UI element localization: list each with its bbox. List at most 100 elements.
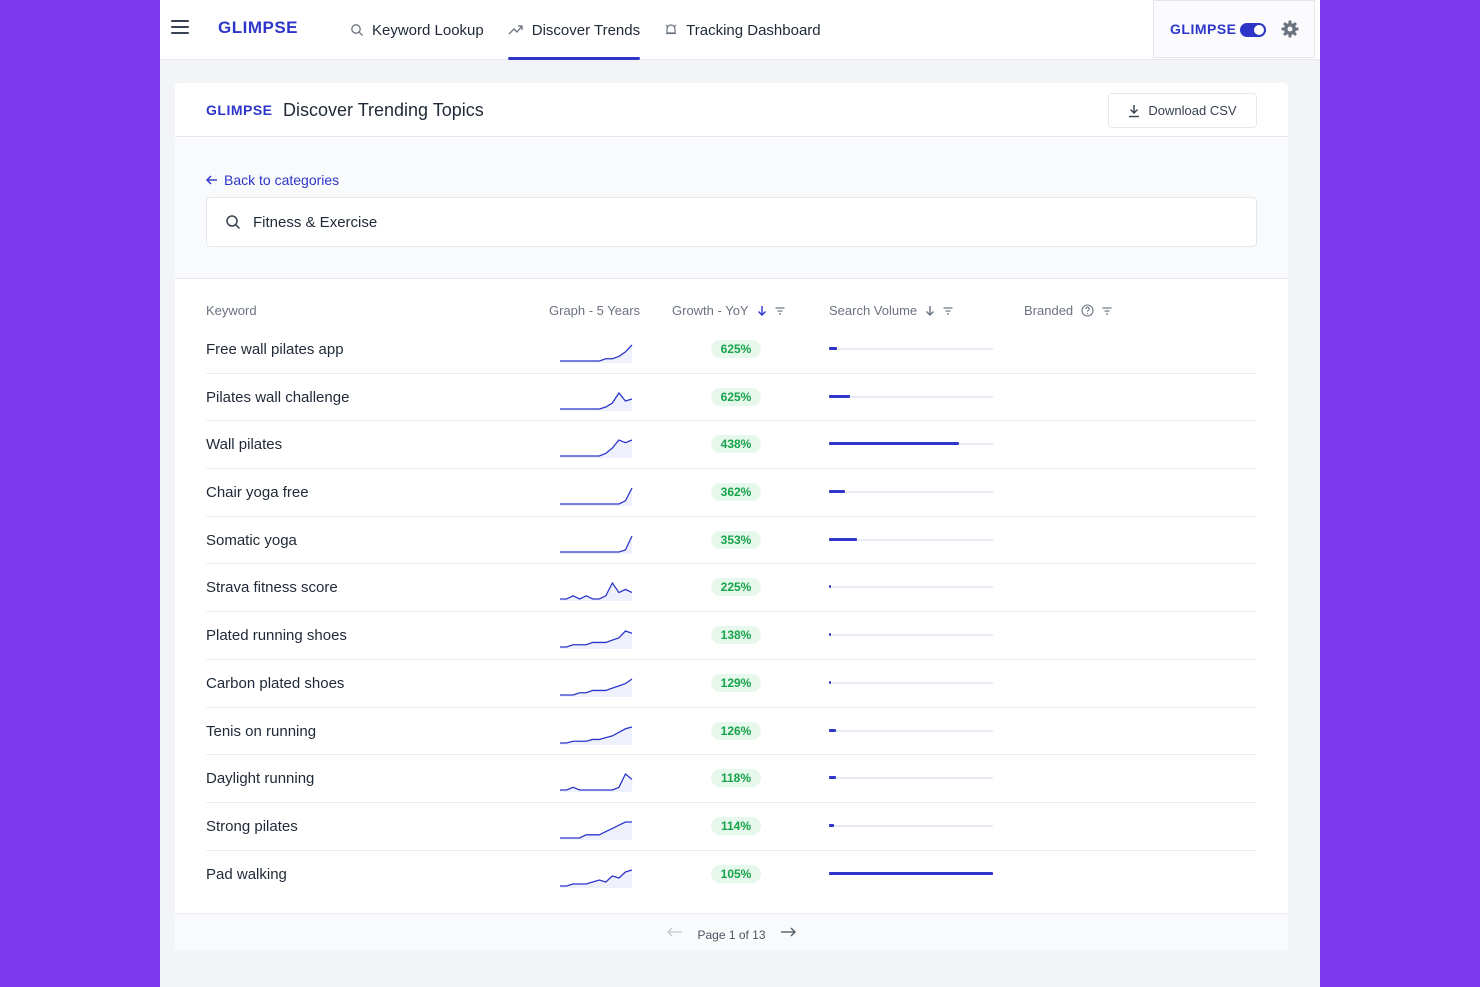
column-header-growth: Growth - YoY	[672, 303, 785, 318]
search-volume-bar-track	[829, 680, 993, 684]
nav-tracking-dashboard-label: Tracking Dashboard	[686, 21, 821, 39]
search-volume-bar-fill	[829, 728, 836, 732]
search-volume-bar-track	[829, 633, 993, 637]
pagination: Page 1 of 13	[175, 913, 1288, 950]
page-title: Discover Trending Topics	[283, 100, 484, 120]
search-volume-bar-fill	[829, 680, 831, 684]
trend-area	[560, 583, 632, 602]
top-navigation-bar: GLIMPSE Keyword Lookup Discover Trends T…	[160, 0, 1320, 60]
category-search-box	[206, 197, 1257, 247]
keyword-cell: Pad walking	[206, 865, 287, 883]
growth-badge: 129%	[711, 673, 761, 692]
brand-toggle-switch[interactable]	[1240, 23, 1266, 37]
trend-line	[560, 630, 633, 648]
growth-badge: 225%	[711, 578, 761, 597]
table-row[interactable]: Pad walking 105%	[206, 851, 1257, 899]
gear-icon[interactable]	[1280, 19, 1300, 44]
nav-keyword-lookup-label: Keyword Lookup	[372, 21, 484, 39]
trend-area	[560, 440, 632, 459]
trend-line	[560, 391, 633, 410]
search-volume-bar-fill	[829, 347, 837, 350]
back-to-categories-label: Back to categories	[224, 172, 340, 188]
filter-icon[interactable]	[943, 306, 953, 315]
trend-sparkline	[560, 344, 633, 363]
growth-badge: 138%	[711, 626, 761, 645]
sort-arrow-down-icon[interactable]	[757, 305, 767, 317]
next-page-arrow-icon[interactable]	[780, 927, 796, 937]
trend-area	[560, 392, 632, 411]
search-volume-bar-fill	[829, 871, 993, 875]
column-header-volume-label: Search Volume	[829, 303, 918, 318]
filter-icon[interactable]	[775, 306, 785, 315]
table-row[interactable]: Daylight running 118%	[206, 755, 1257, 803]
search-volume-bar-track	[829, 728, 993, 732]
trend-sparkline	[560, 391, 633, 411]
trend-sparkline	[560, 725, 633, 745]
trend-sparkline	[560, 487, 633, 507]
nav-keyword-lookup[interactable]: Keyword Lookup	[350, 0, 484, 60]
back-to-categories-link[interactable]: Back to categories	[206, 172, 339, 188]
trend-line	[560, 535, 633, 553]
keyword-cell: Strava fitness score	[206, 579, 338, 597]
search-volume-bar-fill	[829, 537, 857, 541]
growth-badge: 118%	[711, 769, 761, 788]
table-row[interactable]: Free wall pilates app 625%	[206, 326, 1257, 374]
brand-logo-small: GLIMPSE	[1170, 21, 1237, 37]
column-header-keyword-label: Keyword	[206, 303, 257, 318]
table-row[interactable]: Strong pilates 114%	[206, 803, 1257, 851]
table-row[interactable]: Pilates wall challenge 625%	[206, 374, 1257, 422]
growth-badge: 105%	[711, 864, 761, 883]
table-row[interactable]: Somatic yoga 353%	[206, 517, 1257, 565]
search-volume-bar-track	[829, 776, 993, 780]
trend-sparkline	[560, 821, 632, 840]
brand-logo[interactable]: GLIMPSE	[218, 18, 299, 37]
search-volume-bar-track	[829, 537, 993, 541]
trend-sparkline	[560, 582, 633, 602]
category-search-input[interactable]	[253, 213, 1153, 231]
filter-icon[interactable]	[1102, 306, 1112, 315]
nav-discover-trends[interactable]: Discover Trends	[507, 0, 641, 60]
table-row[interactable]: Carbon plated shoes 129%	[206, 660, 1257, 708]
download-csv-button[interactable]: Download CSV	[1108, 93, 1257, 128]
search-volume-bar-track	[829, 347, 993, 350]
sort-arrow-down-icon[interactable]	[925, 305, 935, 317]
search-volume-bar-track	[829, 394, 993, 398]
table-row[interactable]: Plated running shoes 138%	[206, 612, 1257, 660]
growth-badge: 625%	[711, 387, 761, 406]
trend-sparkline	[560, 773, 633, 793]
keyword-table-body: Free wall pilates app 625% Pilates wall ch…	[206, 326, 1257, 898]
growth-badge: 625%	[711, 340, 761, 358]
search-volume-bar-fill	[829, 585, 831, 589]
trend-sparkline	[560, 868, 633, 888]
keyword-cell: Chair yoga free	[206, 484, 309, 502]
hamburger-menu-icon[interactable]	[171, 20, 189, 36]
table-row[interactable]: Chair yoga free 362%	[206, 469, 1257, 517]
column-header-growth-label: Growth - YoY	[672, 303, 749, 318]
search-volume-bar-track	[829, 442, 993, 446]
bell-icon	[664, 23, 678, 37]
trending-icon	[508, 24, 524, 36]
nav-tracking-dashboard[interactable]: Tracking Dashboard	[664, 0, 821, 60]
trend-area	[560, 726, 632, 745]
trend-area	[560, 821, 632, 840]
search-icon	[226, 215, 241, 230]
search-volume-bar-track	[829, 585, 993, 589]
search-volume-bar-fill	[829, 633, 831, 637]
previous-page-arrow-icon[interactable]	[667, 927, 683, 937]
help-circle-icon[interactable]	[1081, 304, 1094, 317]
trend-line	[560, 868, 633, 887]
nav-discover-trends-label: Discover Trends	[531, 21, 641, 39]
table-row[interactable]: Wall pilates 438%	[206, 421, 1257, 470]
trend-line	[560, 344, 633, 362]
table-row[interactable]: Strava fitness score 225%	[206, 564, 1257, 613]
account-panel: GLIMPSE	[1153, 0, 1315, 58]
search-volume-bar-fill	[829, 776, 836, 780]
table-row[interactable]: Tenis on running 126%	[206, 708, 1257, 756]
download-csv-label: Download CSV	[1148, 103, 1237, 118]
trend-area	[560, 869, 632, 888]
growth-badge: 353%	[711, 530, 761, 549]
keyword-cell: Daylight running	[206, 770, 315, 788]
keyword-cell: Wall pilates	[206, 436, 283, 454]
column-header-keyword: Keyword	[206, 303, 257, 318]
keyword-cell: Plated running shoes	[206, 627, 347, 645]
